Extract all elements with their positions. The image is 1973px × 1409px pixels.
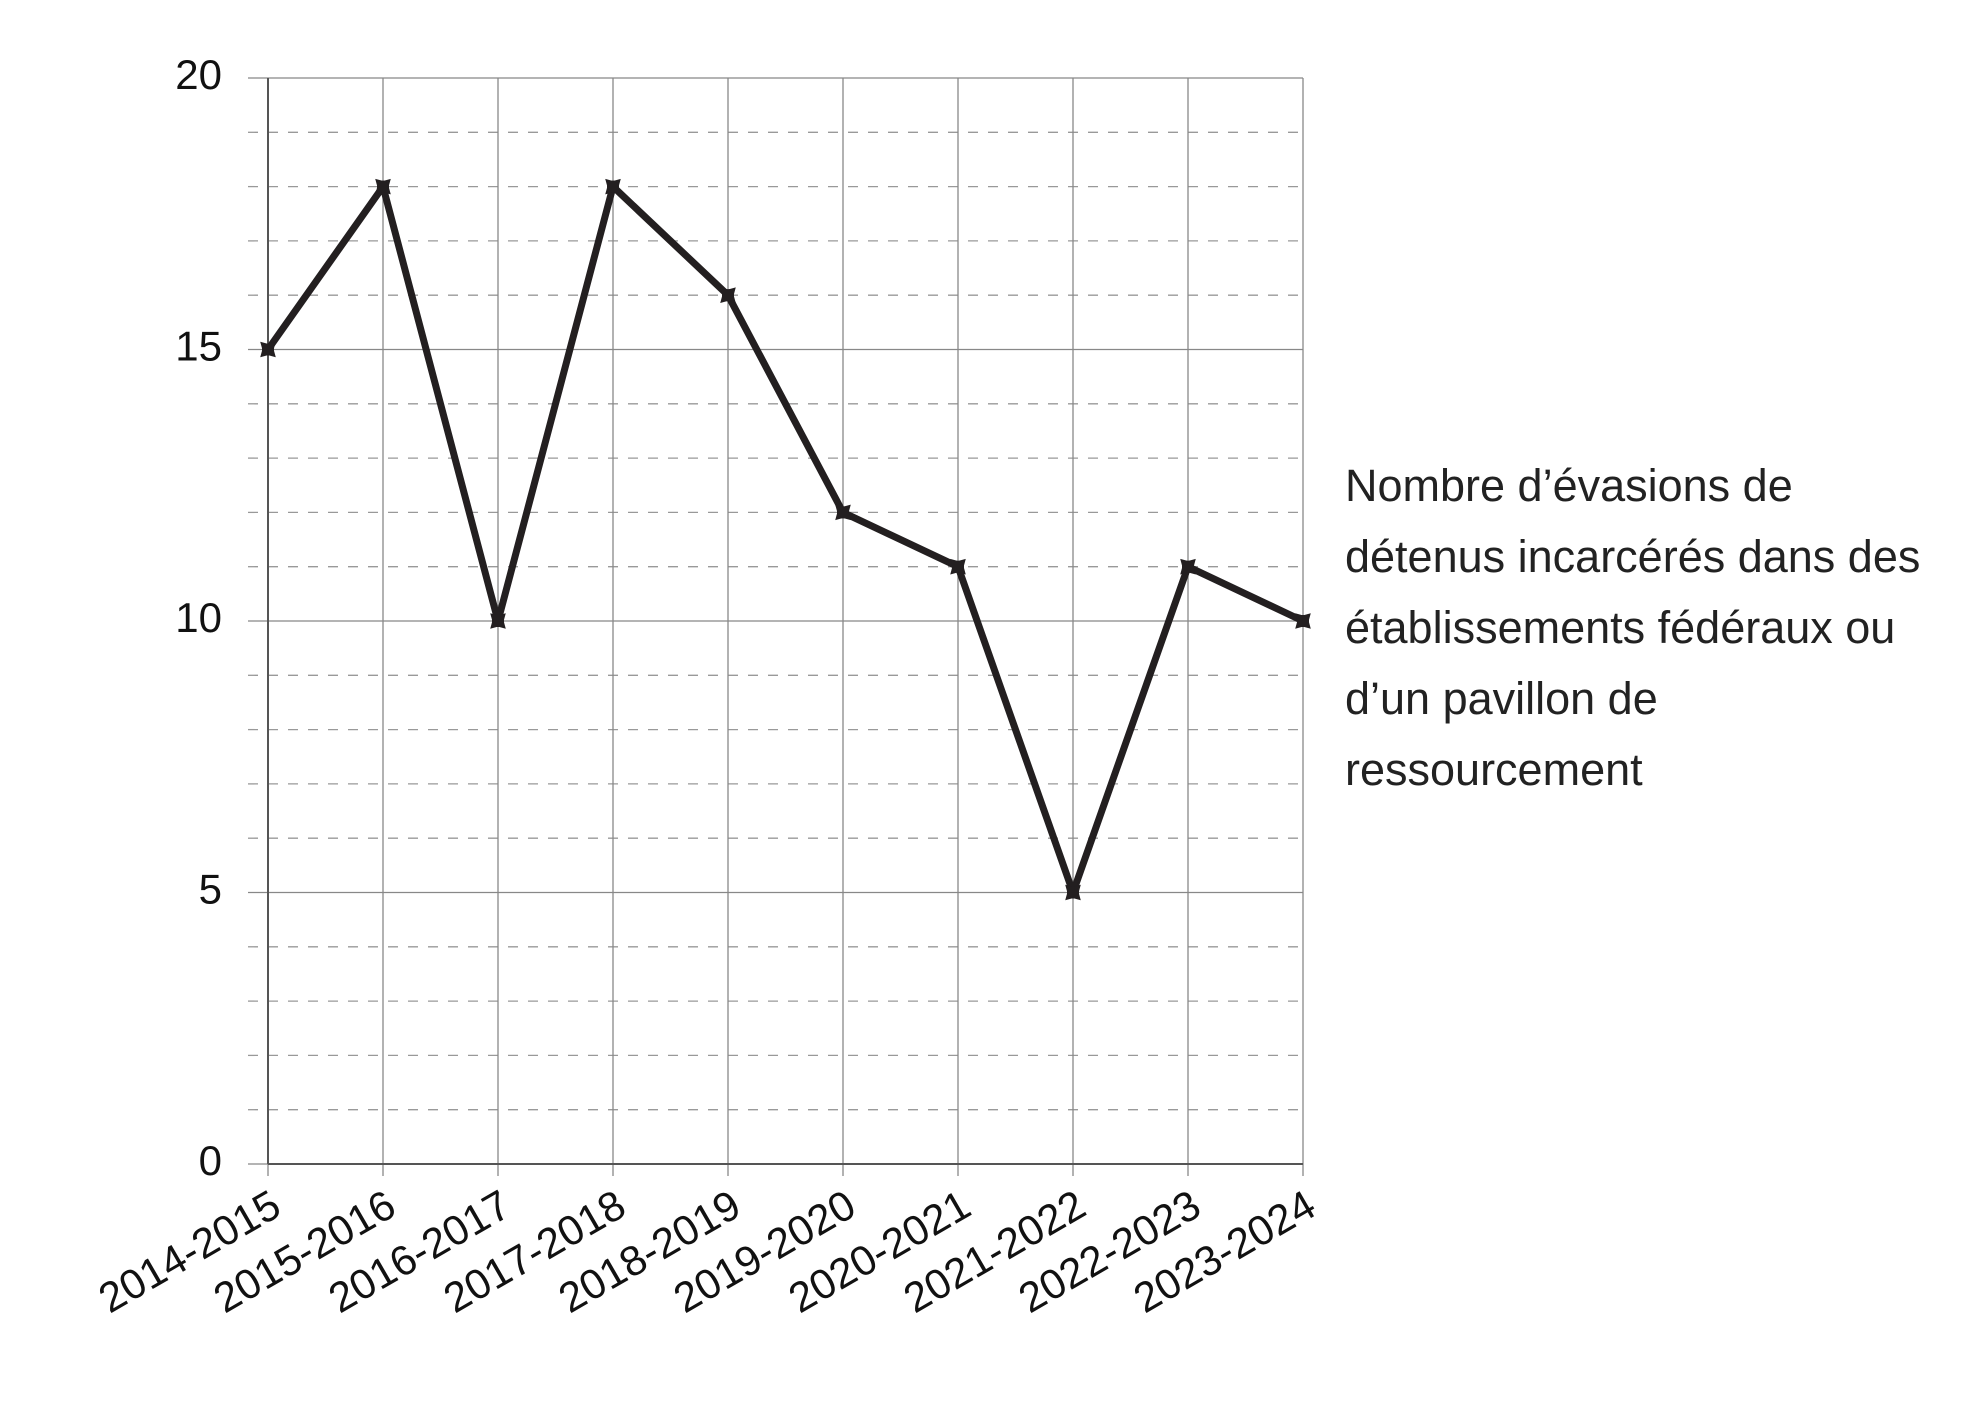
marker-square xyxy=(1182,560,1194,573)
marker-square xyxy=(837,506,849,519)
y-tick-label: 20 xyxy=(175,51,222,98)
marker-square xyxy=(952,560,964,573)
y-tick-label: 0 xyxy=(199,1137,222,1184)
y-tick-label: 10 xyxy=(175,594,222,641)
marker-square xyxy=(262,343,274,356)
marker-square xyxy=(1297,615,1309,627)
marker-square xyxy=(607,180,619,193)
marker-square xyxy=(1067,886,1079,899)
y-tick-label: 5 xyxy=(199,866,222,913)
data-line xyxy=(265,183,1305,896)
marker-square xyxy=(722,289,734,302)
marker-square xyxy=(377,180,389,193)
y-tick-label: 15 xyxy=(175,323,222,370)
marker-square xyxy=(492,615,504,627)
legend-entry: Nombre d’évasions de détenus incarcérés … xyxy=(1345,460,1921,795)
